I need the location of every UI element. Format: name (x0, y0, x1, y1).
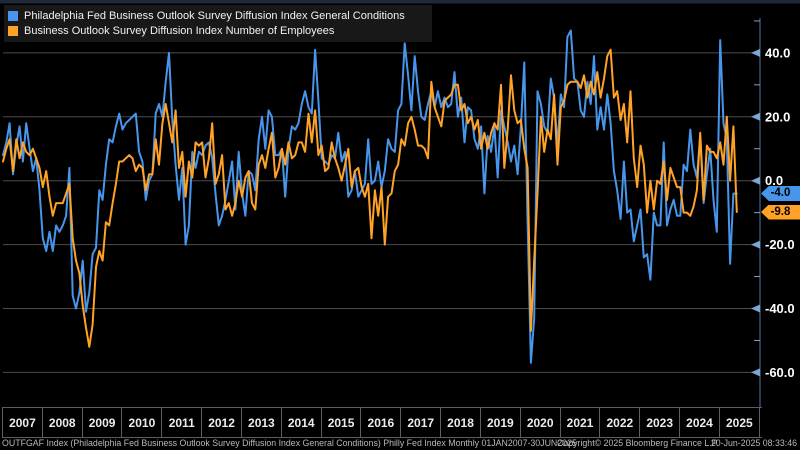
x-axis-year-label: 2019 (481, 408, 521, 437)
y-axis-tick-label: -60.0 (765, 365, 795, 380)
window-top-edge (0, 0, 800, 4)
series-line-number-of-employees (2, 48, 738, 348)
y-axis-tick-label: -40.0 (765, 301, 795, 316)
x-axis-year-label: 2013 (242, 408, 282, 437)
y-axis-tick-arrow (751, 304, 760, 313)
x-axis-year-label: 2023 (640, 408, 681, 437)
x-axis-year-label: 2011 (162, 408, 203, 437)
x-axis-year-strip: 2007 2008 2009 2010 2011 2012 2013 2014 2015 2016… (2, 407, 762, 438)
legend-item-general-conditions[interactable]: Philadelphia Fed Business Outlook Survey… (8, 8, 432, 23)
last-value-tag-general-conditions: -4.0 (761, 185, 800, 201)
series-line-general-conditions (2, 29, 738, 364)
y-axis-tick-arrow (751, 176, 760, 185)
x-axis-year-label: 2024 (680, 408, 720, 437)
x-axis-year-label: 2015 (322, 408, 362, 437)
footer-security-description: OUTFGAF Index (Philadelphia Fed Business… (2, 438, 577, 448)
legend: Philadelphia Fed Business Outlook Survey… (4, 5, 432, 42)
footer-copyright: Copyright© 2025 Bloomberg Finance L.P. (557, 438, 719, 448)
legend-item-number-of-employees[interactable]: Business Outlook Survey Diffusion Index … (8, 23, 432, 38)
legend-swatch-orange (8, 25, 18, 36)
y-axis-tick-arrow (751, 112, 760, 121)
x-axis-year-label: 2016 (361, 408, 402, 437)
footer: OUTFGAF Index (Philadelphia Fed Business… (0, 438, 800, 450)
x-axis-year-label: 2017 (401, 408, 442, 437)
x-axis-year-label: 2022 (600, 408, 641, 437)
x-axis-year-label: 2012 (202, 408, 242, 437)
y-axis-tick-label: 40.0 (765, 45, 790, 60)
x-axis-year-label: 2025 (720, 408, 760, 437)
legend-swatch-blue (8, 10, 18, 21)
x-axis-year-label: 2020 (521, 408, 561, 437)
y-axis-tick-arrow (751, 240, 760, 249)
y-axis-tick-arrow (751, 368, 760, 377)
x-axis-year-label: 2018 (441, 408, 481, 437)
footer-timestamp: 20-Jun-2025 08:33:46 (710, 438, 797, 448)
x-axis-year-label: 2010 (122, 408, 163, 437)
y-axis-tick-label: 0.0 (765, 173, 783, 188)
x-axis-year-label: 2007 (3, 408, 43, 437)
x-axis-year-label: 2009 (83, 408, 123, 437)
x-axis-year-label: 2021 (561, 408, 601, 437)
legend-label: Business Outlook Survey Diffusion Index … (24, 24, 335, 37)
y-axis-tick-label: 20.0 (765, 109, 790, 124)
x-axis-year-label: 2008 (43, 408, 83, 437)
y-axis-tick-label: -20.0 (765, 237, 795, 252)
legend-label: Philadelphia Fed Business Outlook Survey… (24, 9, 405, 22)
x-axis-year-label: 2014 (282, 408, 322, 437)
last-value-tag-number-of-employees: -9.8 (761, 204, 800, 220)
y-axis-tick-arrow (751, 48, 760, 57)
